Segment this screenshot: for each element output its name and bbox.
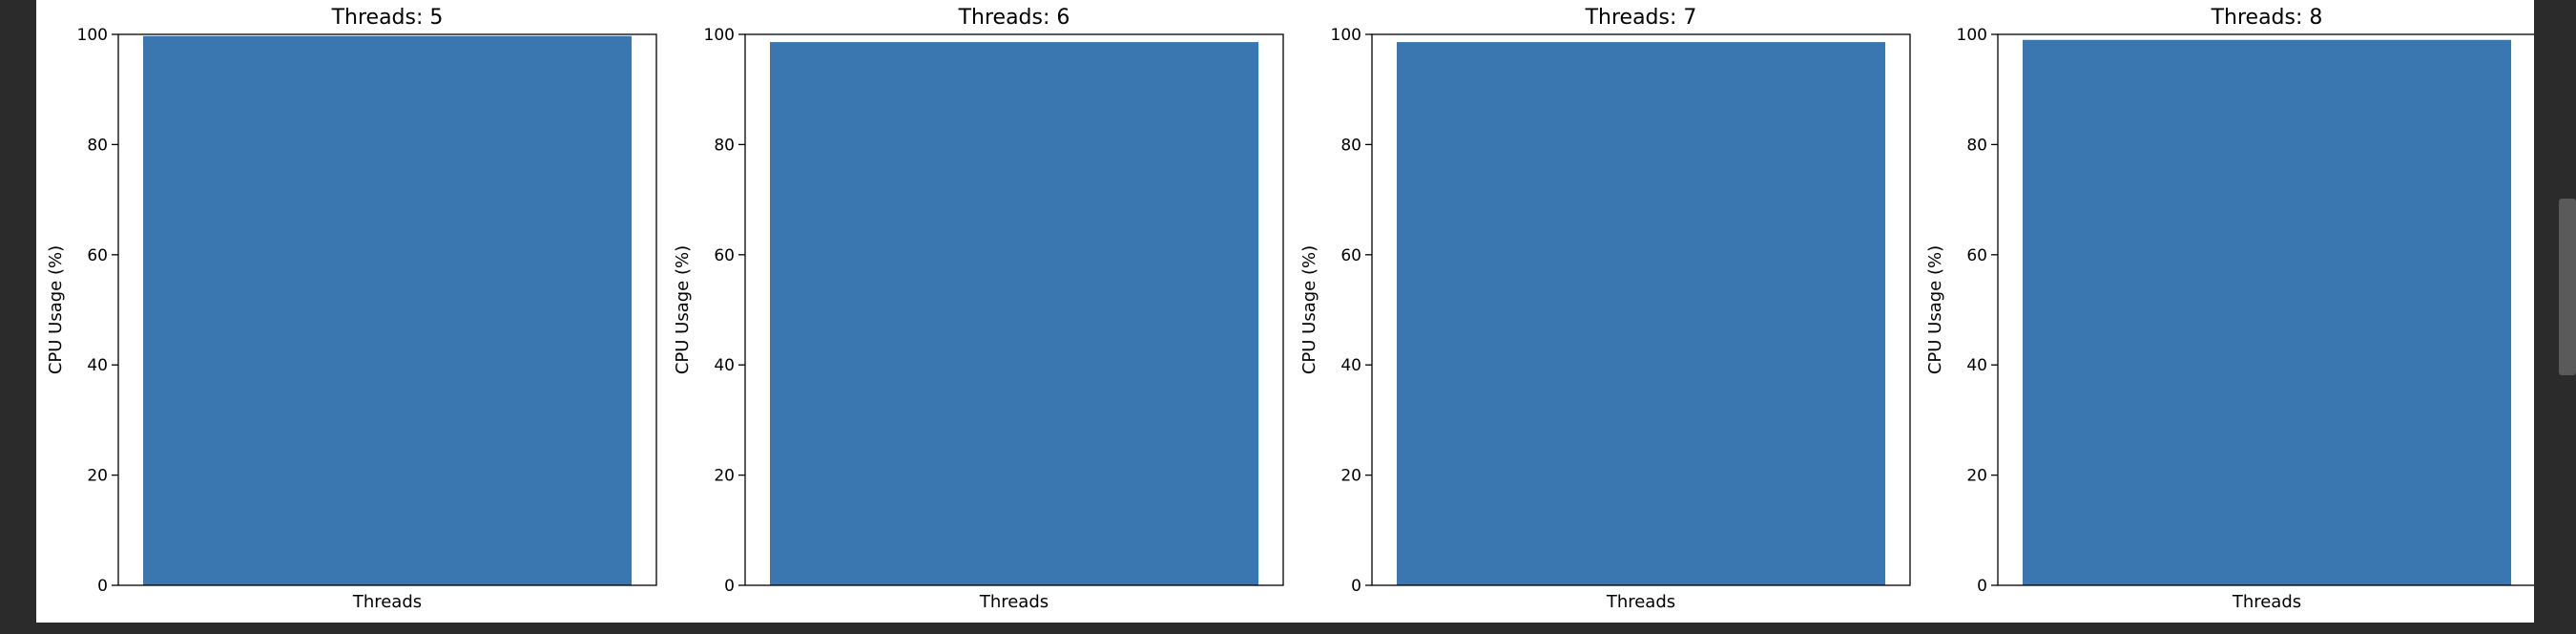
y-tick-label: 80 (1966, 136, 1987, 155)
x-axis-label: Threads (2232, 592, 2301, 612)
subplot-title: Threads: 6 (958, 6, 1070, 30)
y-tick-label: 100 (77, 26, 108, 45)
y-tick-label: 60 (87, 246, 108, 265)
y-tick-label: 100 (1957, 26, 1987, 45)
x-axis-label: Threads (1606, 592, 1675, 612)
x-axis-label: Threads (352, 592, 422, 612)
subplot-title: Threads: 5 (331, 6, 444, 30)
subplot-1: 0 20 40 60 80 100 Threads: 5 Threads CPU Usage (… (46, 6, 657, 612)
figure-svg: 0 20 40 60 80 100 Threads: 5 Threads CPU Usage (… (46, 6, 2537, 612)
y-axis-label: CPU Usage (%) (46, 245, 66, 374)
figure-panel: 0 20 40 60 80 100 Threads: 5 Threads CPU Usage (… (36, 0, 2537, 623)
axes-frame (1371, 33, 1911, 586)
subplot-4: 0 20 40 60 80 100 Threads: 8 Threads CPU Usage (… (1925, 6, 2537, 612)
bar (1397, 42, 1885, 585)
y-axis-label: CPU Usage (%) (1299, 245, 1319, 374)
bar (2023, 39, 2511, 585)
subplot-2: 0 20 40 60 80 100 Threads: 6 Threads CPU Usage (… (673, 6, 1284, 612)
y-tick-label: 20 (1966, 467, 1987, 486)
y-tick-label: 100 (704, 26, 735, 45)
x-axis-label: Threads (979, 592, 1049, 612)
y-axis-label: CPU Usage (%) (1925, 245, 1945, 374)
y-tick-label: 0 (97, 577, 108, 596)
y-tick-label: 40 (1340, 356, 1361, 375)
y-tick-label: 80 (1340, 136, 1361, 155)
y-tick-label: 40 (1966, 356, 1987, 375)
scrollbar-thumb[interactable] (2559, 199, 2576, 375)
subplot-title: Threads: 8 (2211, 6, 2323, 30)
subplot-3: 0 20 40 60 80 100 Threads: 7 Threads CPU Usage (… (1299, 6, 1911, 612)
axes-frame (117, 33, 657, 586)
bar (143, 35, 632, 585)
axes-frame (744, 33, 1284, 586)
y-tick-label: 0 (724, 577, 735, 596)
y-tick-label: 100 (1331, 26, 1361, 45)
y-tick-label: 20 (87, 467, 108, 486)
y-tick-label: 80 (87, 136, 108, 155)
y-tick-label: 0 (1351, 577, 1361, 596)
y-tick-label: 80 (714, 136, 735, 155)
y-tick-label: 60 (1340, 246, 1361, 265)
y-tick-label: 40 (714, 356, 735, 375)
y-tick-label: 60 (1966, 246, 1987, 265)
subplot-title: Threads: 7 (1585, 6, 1697, 30)
y-tick-label: 40 (87, 356, 108, 375)
y-tick-label: 20 (714, 467, 735, 486)
y-axis-label: CPU Usage (%) (673, 245, 693, 374)
bar (770, 42, 1258, 585)
y-tick-label: 20 (1340, 467, 1361, 486)
y-tick-label: 0 (1977, 577, 1987, 596)
y-tick-label: 60 (714, 246, 735, 265)
